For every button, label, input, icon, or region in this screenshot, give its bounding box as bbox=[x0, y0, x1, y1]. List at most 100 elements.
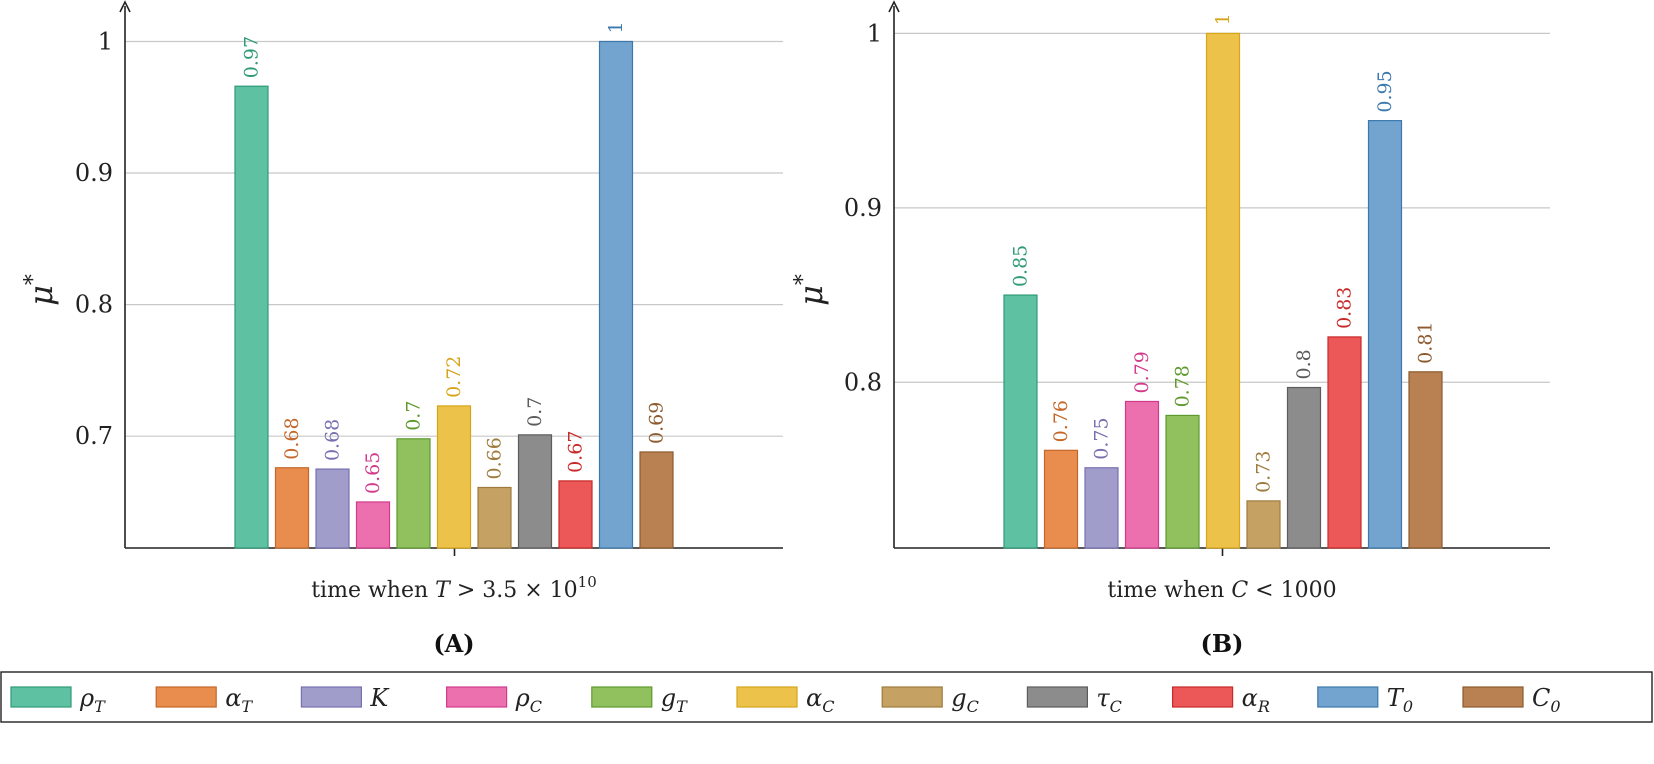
legend-swatch-tau_C bbox=[1026, 686, 1089, 708]
value-label-tau_C: 0.8 bbox=[1293, 349, 1315, 379]
bar-alpha_T bbox=[274, 467, 310, 549]
value-label-rho_C: 0.65 bbox=[362, 452, 384, 494]
bar-rho_T bbox=[1003, 294, 1038, 549]
value-label-alpha_T: 0.76 bbox=[1050, 400, 1072, 442]
legend-subscript: T bbox=[94, 697, 106, 716]
bar-g_T bbox=[1165, 414, 1200, 549]
x-axis-label: time when C < 1000 bbox=[1107, 578, 1336, 603]
legend-swatch-C_0 bbox=[1462, 686, 1524, 708]
legend-subscript: 0 bbox=[1550, 697, 1560, 716]
x-axis-label: time when T > 3.5 × 1010 bbox=[311, 573, 597, 603]
y-axis-label-sup: * bbox=[21, 274, 46, 285]
bar-rho_T bbox=[234, 85, 269, 549]
value-label-T_0: 0.95 bbox=[1374, 70, 1396, 112]
bar-alpha_T bbox=[1043, 449, 1079, 549]
bar-tau_C bbox=[517, 434, 553, 549]
y-axis-arrow bbox=[119, 0, 131, 13]
bar-alpha_C bbox=[436, 405, 472, 549]
legend-swatch-alpha_C bbox=[736, 686, 798, 708]
legend-subscript: C bbox=[822, 697, 834, 716]
bar-tau_C bbox=[1286, 386, 1322, 549]
x-axis-label-mid: > 3.5 × 10 bbox=[450, 578, 578, 603]
y-axis-label: μ* bbox=[791, 274, 830, 306]
value-label-g_T: 0.7 bbox=[403, 401, 425, 431]
y-tick-label: 1 bbox=[867, 19, 882, 47]
bar-alpha_C bbox=[1205, 32, 1241, 549]
legend-swatch-rho_T bbox=[10, 686, 72, 708]
x-axis-label-var: T bbox=[435, 578, 452, 603]
x-axis-label-prefix: time when bbox=[311, 578, 435, 603]
y-tick-label: 0.9 bbox=[75, 159, 113, 187]
legend-swatch-alpha_R bbox=[1171, 686, 1234, 708]
legend-label-tau_C: τC bbox=[1096, 684, 1122, 716]
legend-label-alpha_T: αT bbox=[225, 684, 253, 716]
y-axis-label-symbol: μ bbox=[22, 285, 60, 306]
panel-label: (B) bbox=[1201, 629, 1244, 658]
y-tick-label: 0.8 bbox=[75, 291, 113, 319]
legend-label-alpha_R: αR bbox=[1242, 684, 1270, 716]
value-label-K: 0.68 bbox=[322, 419, 344, 461]
legend-label-alpha_C: αC bbox=[806, 684, 834, 716]
x-axis-label-var: C bbox=[1231, 578, 1248, 603]
legend-subscript: 0 bbox=[1403, 697, 1413, 716]
legend-symbol: α bbox=[1242, 684, 1258, 712]
panel-a: 0.7 0.8 0.9 1 0.97 0.68 0.68 0.65 0.7 0.72 0.66 0.7… bbox=[21, 0, 783, 658]
legend-label-T_0: T0 bbox=[1387, 684, 1413, 716]
legend-label-g_C: gC bbox=[951, 684, 979, 716]
legend-symbol: K bbox=[369, 684, 390, 712]
legend-symbol: ρ bbox=[79, 684, 94, 712]
value-label-alpha_T: 0.68 bbox=[281, 417, 303, 459]
legend-subscript: R bbox=[1257, 697, 1270, 716]
bar-g_T bbox=[396, 438, 431, 549]
y-tick-label: 1 bbox=[98, 27, 113, 55]
bar-rho_C bbox=[1124, 400, 1160, 549]
value-label-rho_C: 0.79 bbox=[1131, 351, 1153, 393]
y-tick-label: 0.7 bbox=[75, 422, 113, 450]
y-tick-label: 0.8 bbox=[844, 368, 882, 396]
legend-label-rho_C: ρC bbox=[515, 684, 542, 716]
legend-swatch-T_0 bbox=[1317, 686, 1379, 708]
legend-subscript: T bbox=[676, 697, 688, 716]
y-axis-arrow bbox=[888, 0, 900, 13]
value-label-alpha_R: 0.83 bbox=[1334, 287, 1356, 329]
x-axis-label-prefix: time when bbox=[1107, 578, 1231, 603]
value-label-alpha_R: 0.67 bbox=[565, 431, 587, 473]
y-axis-label-sup: * bbox=[791, 274, 816, 285]
y-tick-label: 0.9 bbox=[844, 194, 882, 222]
legend-label-rho_T: ρT bbox=[79, 684, 106, 716]
legend-symbol: ρ bbox=[515, 684, 530, 712]
value-label-rho_T: 0.97 bbox=[241, 36, 263, 78]
panel-label: (A) bbox=[433, 629, 474, 658]
bar-K bbox=[315, 468, 350, 549]
bar-g_C bbox=[1246, 500, 1281, 549]
legend-swatch-rho_C bbox=[446, 686, 508, 708]
legend-symbol: T bbox=[1387, 684, 1405, 712]
bar-g_C bbox=[477, 486, 512, 549]
legend-symbol: g bbox=[661, 684, 676, 712]
bar-K bbox=[1084, 467, 1119, 549]
value-label-tau_C: 0.7 bbox=[524, 397, 546, 427]
legend-symbol: τ bbox=[1096, 684, 1110, 712]
legend-subscript: C bbox=[1110, 697, 1122, 716]
legend-symbol: g bbox=[951, 684, 966, 712]
legend-symbol: α bbox=[806, 684, 822, 712]
legend-subscript: T bbox=[241, 697, 253, 716]
bar-alpha_R bbox=[558, 480, 593, 549]
panel-b: 0.8 0.9 1 0.85 0.76 0.75 0.79 0.78 1 0.73 0.8 0.83 0… bbox=[791, 0, 1550, 658]
value-label-alpha_C: 0.72 bbox=[443, 356, 465, 398]
legend-label-K: K bbox=[369, 684, 390, 712]
legend-swatch-alpha_T bbox=[155, 686, 217, 708]
legend-symbol: C bbox=[1532, 684, 1550, 712]
x-axis-label-mid: < 1000 bbox=[1248, 578, 1336, 603]
bar-T_0 bbox=[1367, 120, 1403, 549]
bar-alpha_R bbox=[1327, 336, 1362, 549]
value-label-K: 0.75 bbox=[1091, 417, 1113, 459]
value-label-rho_T: 0.85 bbox=[1010, 245, 1032, 287]
value-label-alpha_C: 1 bbox=[1212, 13, 1234, 25]
bar-rho_C bbox=[355, 501, 391, 549]
bar-C_0 bbox=[639, 451, 674, 549]
value-label-g_C: 0.66 bbox=[484, 437, 506, 479]
y-axis-label-symbol: μ bbox=[792, 285, 830, 306]
